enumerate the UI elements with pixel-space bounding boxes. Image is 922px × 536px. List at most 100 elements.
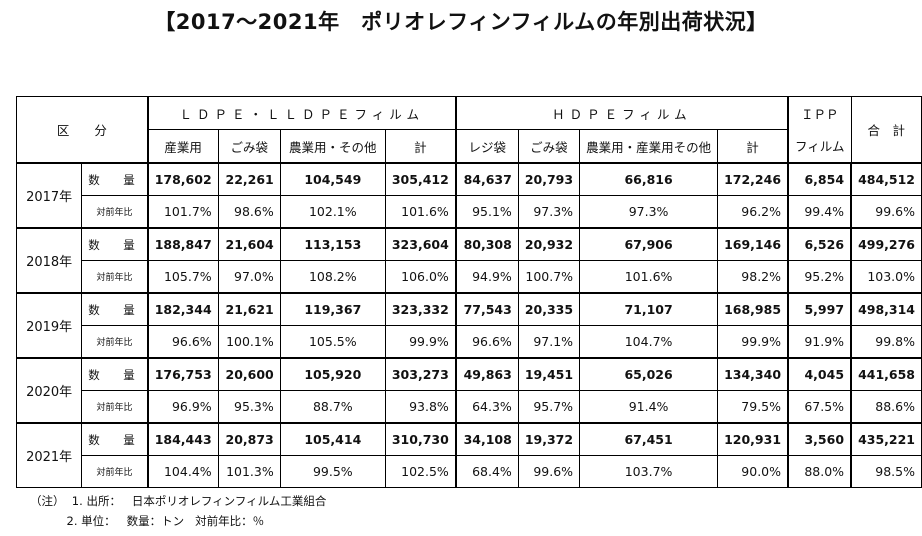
ratio-cell: 97.3% bbox=[517, 195, 581, 229]
ratio-cell: 99.9% bbox=[384, 325, 457, 359]
ratio-cell: 95.7% bbox=[517, 390, 581, 424]
ratio-cell: 102.1% bbox=[279, 195, 386, 229]
qty-cell: 499,276 bbox=[850, 227, 922, 261]
ratio-cell: 105.5% bbox=[279, 325, 386, 359]
table-row: 2017年数 量 178,602 22,261 104,549 305,412 84,63… bbox=[15, 162, 922, 229]
ratio-label: 対前年比 bbox=[81, 260, 149, 294]
qty-cell: 323,332 bbox=[384, 292, 457, 326]
col-hdpe-agri-ind-other: 農業用・産業用その他 bbox=[579, 129, 719, 164]
page-title: 【2017～2021年 ポリオレフィンフィルムの年別出荷状況】 bbox=[154, 10, 768, 34]
qty-cell: 323,604 bbox=[384, 227, 457, 261]
ratio-cell: 99.9% bbox=[717, 325, 789, 359]
qty-cell: 484,512 bbox=[850, 162, 922, 196]
qty-cell: 65,026 bbox=[579, 357, 719, 391]
ipp-header-bottom: フィルム bbox=[787, 129, 852, 164]
qty-cell: 22,261 bbox=[217, 162, 281, 196]
ratio-cell: 98.5% bbox=[850, 455, 922, 488]
qty-cell: 34,108 bbox=[454, 422, 519, 456]
qty-cell: 67,451 bbox=[579, 422, 719, 456]
ratio-cell: 100.7% bbox=[517, 260, 581, 294]
ratio-cell: 100.1% bbox=[217, 325, 281, 359]
qty-cell: 305,412 bbox=[384, 162, 457, 196]
hdpe-header: ＨＤＰＥフィルム bbox=[454, 96, 789, 130]
qty-cell: 119,367 bbox=[279, 292, 386, 326]
shipment-table: 区 分 ＬＤＰＥ・ＬＬＤＰＥフィルム ＨＤＰＥフィルム ＩＰＰ 合 計 産業用 … bbox=[15, 96, 922, 488]
col-hdpe-garbage: ごみ袋 bbox=[517, 129, 581, 164]
col-ldpe-total: 計 bbox=[384, 129, 457, 164]
qty-cell: 168,985 bbox=[717, 292, 789, 326]
footnote-units: 2. 単位： 数量：トン 対前年比：％ bbox=[30, 514, 265, 528]
ratio-cell: 95.3% bbox=[217, 390, 281, 424]
year-label: 2021年 bbox=[15, 422, 83, 488]
ratio-cell: 67.5% bbox=[787, 390, 852, 424]
qty-cell: 77,543 bbox=[454, 292, 519, 326]
ratio-cell: 99.5% bbox=[279, 455, 386, 488]
ratio-cell: 101.6% bbox=[384, 195, 457, 229]
ratio-cell: 99.6% bbox=[850, 195, 922, 229]
qty-cell: 105,414 bbox=[279, 422, 386, 456]
ldpe-header: ＬＤＰＥ・ＬＬＤＰＥフィルム bbox=[146, 96, 457, 130]
ratio-cell: 79.5% bbox=[717, 390, 789, 424]
ratio-cell: 96.6% bbox=[454, 325, 519, 359]
ratio-cell: 104.7% bbox=[579, 325, 719, 359]
qty-cell: 498,314 bbox=[850, 292, 922, 326]
ratio-cell: 96.6% bbox=[146, 325, 219, 359]
col-ldpe-agri-other: 農業用・その他 bbox=[279, 129, 386, 164]
year-label: 2018年 bbox=[15, 227, 83, 294]
footnotes: （注） 1. 出所： 日本ポリオレフィンフィルム工業組合 2. 単位： 数量：ト… bbox=[30, 491, 326, 531]
ratio-cell: 88.0% bbox=[787, 455, 852, 488]
ipp-header-top: ＩＰＰ bbox=[787, 96, 852, 130]
qty-cell: 19,451 bbox=[517, 357, 581, 391]
qty-cell: 310,730 bbox=[384, 422, 457, 456]
ratio-cell: 88.7% bbox=[279, 390, 386, 424]
qty-cell: 21,604 bbox=[217, 227, 281, 261]
ratio-cell: 64.3% bbox=[454, 390, 519, 424]
table-row: 2020年数 量 176,753 20,600 105,920 303,273 49,86… bbox=[15, 357, 922, 424]
qty-cell: 435,221 bbox=[850, 422, 922, 456]
year-label: 2017年 bbox=[15, 162, 83, 229]
ratio-cell: 98.6% bbox=[217, 195, 281, 229]
qty-cell: 20,873 bbox=[217, 422, 281, 456]
ratio-cell: 96.2% bbox=[717, 195, 789, 229]
ratio-label: 対前年比 bbox=[81, 325, 149, 359]
col-hdpe-total: 計 bbox=[717, 129, 789, 164]
qty-label: 数 量 bbox=[81, 162, 149, 196]
ratio-cell: 99.4% bbox=[787, 195, 852, 229]
table-row: 2021年数 量 184,443 20,873 105,414 310,730 34,10… bbox=[15, 422, 922, 488]
table-row: 対前年比 104.4% 101.3% 99.5% 102.5% 68.4% 99.6% 103… bbox=[17, 455, 922, 488]
ratio-label: 対前年比 bbox=[81, 195, 149, 229]
ratio-cell: 97.0% bbox=[217, 260, 281, 294]
qty-cell: 303,273 bbox=[384, 357, 457, 391]
qty-cell: 105,920 bbox=[279, 357, 386, 391]
qty-cell: 21,621 bbox=[217, 292, 281, 326]
ratio-cell: 93.8% bbox=[384, 390, 457, 424]
qty-cell: 80,308 bbox=[454, 227, 519, 261]
qty-cell: 176,753 bbox=[146, 357, 219, 391]
ratio-cell: 95.2% bbox=[787, 260, 852, 294]
qty-cell: 120,931 bbox=[717, 422, 789, 456]
qty-label: 数 量 bbox=[81, 227, 149, 261]
ratio-cell: 91.9% bbox=[787, 325, 852, 359]
ratio-cell: 104.4% bbox=[146, 455, 219, 488]
ratio-cell: 91.4% bbox=[579, 390, 719, 424]
ratio-cell: 96.9% bbox=[146, 390, 219, 424]
ratio-cell: 98.2% bbox=[717, 260, 789, 294]
qty-cell: 84,637 bbox=[454, 162, 519, 196]
table-row: 対前年比 101.7% 98.6% 102.1% 101.6% 95.1% 97.3% 97.… bbox=[17, 195, 922, 229]
qty-cell: 441,658 bbox=[850, 357, 922, 391]
qty-cell: 20,932 bbox=[517, 227, 581, 261]
qty-cell: 182,344 bbox=[146, 292, 219, 326]
ratio-cell: 101.7% bbox=[146, 195, 219, 229]
table-row: 2019年数 量 182,344 21,621 119,367 323,332 77,54… bbox=[15, 292, 922, 359]
ratio-cell: 101.3% bbox=[217, 455, 281, 488]
ratio-cell: 103.0% bbox=[850, 260, 922, 294]
qty-cell: 19,372 bbox=[517, 422, 581, 456]
ratio-cell: 99.6% bbox=[517, 455, 581, 488]
qty-label: 数 量 bbox=[81, 292, 149, 326]
qty-cell: 178,602 bbox=[146, 162, 219, 196]
qty-cell: 20,335 bbox=[517, 292, 581, 326]
qty-cell: 3,560 bbox=[787, 422, 852, 456]
ratio-cell: 95.1% bbox=[454, 195, 519, 229]
ratio-cell: 103.7% bbox=[579, 455, 719, 488]
table-row: 対前年比 105.7% 97.0% 108.2% 106.0% 94.9% 100.7% 10… bbox=[17, 260, 922, 294]
